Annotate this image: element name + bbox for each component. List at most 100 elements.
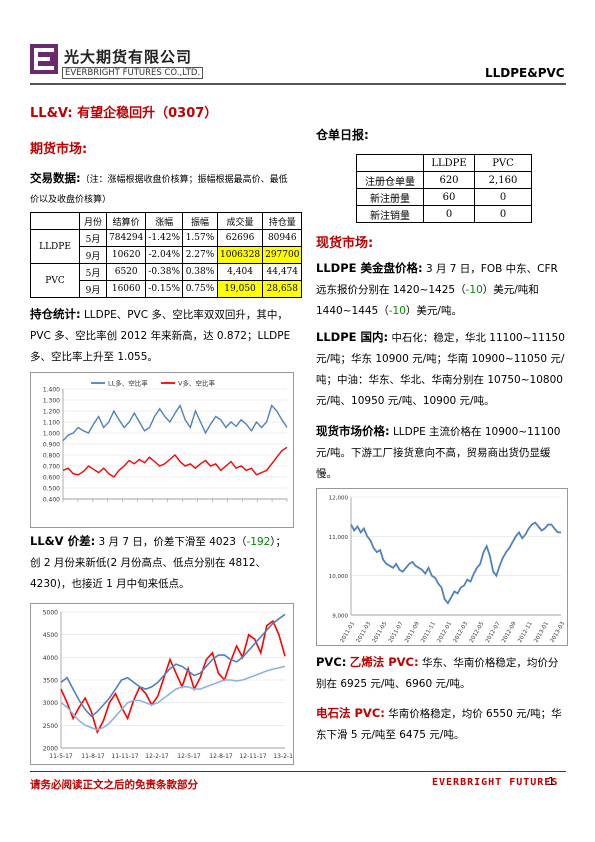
- y-tick-label: 1.200: [43, 409, 60, 416]
- table-row: LLDPE 5月 784294 -1.42% 1.57% 62696 80946: [30, 229, 303, 264]
- spread-text-a: 3 月 7 日，价差下滑至 4023（: [98, 536, 247, 548]
- warehouse-heading: 仓单日报:: [316, 128, 369, 142]
- spot-p1-label: LLDPE 美金盘价格:: [316, 261, 423, 275]
- x-tick-label: 2011-07: [388, 621, 405, 644]
- y-tick-label: 0.500: [43, 486, 60, 493]
- series-line: [60, 665, 286, 731]
- spot-p3-label: 现货市场价格:: [316, 424, 390, 438]
- y-tick-label: 0.800: [43, 453, 60, 460]
- footer-brand: EVERBRIGHT FUTURES: [432, 777, 559, 788]
- y-tick-label: 4000: [43, 655, 58, 662]
- y-tick-label: 0.700: [43, 464, 60, 471]
- spot-p4-label: PVC:: [316, 655, 347, 669]
- x-tick-label: 11-5-17: [49, 753, 73, 760]
- y-tick-label: 2000: [43, 746, 58, 753]
- y-tick-label: 1.300: [43, 398, 60, 405]
- x-tick-label: 12-2-17: [145, 753, 169, 760]
- series-line: [60, 613, 286, 718]
- table-cell: 注册仓单量: [356, 171, 424, 189]
- table-cell: 新注册量: [356, 188, 424, 206]
- spot-p2-text: 中石化：稳定，华北 11100~11150 元/吨；华东 10900 元/吨；华…: [316, 332, 565, 407]
- table-cell: 0: [474, 188, 532, 206]
- x-tick-label: 2012-01: [436, 621, 453, 644]
- spot-p5-label: 电石法 PVC:: [316, 706, 385, 720]
- footer-rule: [30, 771, 566, 772]
- series-line: [350, 521, 561, 605]
- spread-text-b: ）；创 2 月份来新低(2 月份高点、低点分别在 4812、4230)，也接近 …: [30, 536, 287, 590]
- x-tick-label: 2012-07: [485, 621, 502, 644]
- table-header-row: 月份 结算价 涨幅 振幅 成交量 持仓量: [30, 212, 303, 230]
- x-tick-label: 2011-01: [340, 621, 357, 644]
- spread-chart: 5000 4500 4000 3500 3000 2500 2000 11-5-17 11-8-…: [30, 603, 297, 765]
- table-cell: 0: [474, 205, 532, 223]
- x-tick-label: 12-8-17: [209, 753, 233, 760]
- spot-p5-text: 华南价格稳定，均价 6550 元/吨；华东下滑 5 元/吨至 6475 元/吨。: [316, 708, 562, 741]
- series-line: [62, 403, 288, 442]
- legend-label: V多、空比率: [178, 379, 215, 388]
- y-tick-label: 9,000: [332, 614, 348, 620]
- table-header-cell: LLDPE: [423, 154, 475, 172]
- table-cell-highlight: 28,658: [262, 280, 303, 298]
- table-row: 9月 10620 -2.04% 2.27% 1006328 297700: [31, 246, 303, 264]
- table-cell: 2.27%: [182, 246, 218, 264]
- trade-data-table: 月份 结算价 涨幅 振幅 成交量 持仓量 LLDPE 5月 784294 -1.…: [30, 212, 303, 298]
- table-cell: 620: [423, 171, 475, 189]
- table-cell: -2.04%: [145, 246, 183, 264]
- table-header-cell: [30, 212, 80, 230]
- company-name-cn: 光大期货有限公司: [64, 48, 193, 66]
- ratio-chart-svg: 1.400 1.300 1.200 1.100 1.000 0.900 0.800 0.700…: [43, 379, 288, 504]
- table-cell: 44,474: [262, 263, 303, 281]
- footer-disclaimer: 请务必阅读正文之后的免责条款部分: [30, 779, 198, 791]
- table-cell: 62696: [216, 229, 264, 247]
- holding-para: 持仓统计: LLDPE、PVC 多、空比率双双回升，其中，PVC 多、空比率创 …: [30, 304, 292, 368]
- table-cell: 9月: [79, 246, 107, 264]
- x-tick-label: 2013-01: [533, 621, 550, 644]
- y-tick-label: 0.600: [43, 475, 60, 482]
- spot-para-4: PVC: 乙烯法 PVC: 华东、华南价格稳定，均价分别在 6925 元/吨、6…: [316, 652, 568, 695]
- spot-para-3: 现货市场价格: LLDPE 主流价格在 10900~11100 元/吨。下游工厂…: [316, 421, 568, 485]
- table-cell: 0.38%: [182, 263, 218, 281]
- warehouse-table: LLDPE PVC 注册仓单量 620 2,160 新注册量 60 0 新注销量…: [356, 154, 532, 223]
- table-cell: -0.38%: [145, 263, 183, 281]
- table-row: 注册仓单量 620 2,160: [356, 171, 532, 189]
- y-tick-label: 3500: [43, 678, 58, 685]
- spot-p1-change-2: -10: [388, 305, 406, 317]
- spot-p1-change-1: -10: [465, 284, 483, 296]
- company-name-en: EVERBRIGHT FUTURES CO.,LTD.: [62, 67, 204, 79]
- report-title: LL&V: 有望企稳回升（0307）: [30, 106, 218, 121]
- y-tick-label: 3000: [43, 700, 58, 707]
- trade-data-label: 交易数据:: [30, 171, 81, 185]
- table-header-cell: 涨幅: [145, 212, 183, 230]
- document-tag: LLDPE&PVC: [485, 66, 565, 80]
- table-cell: 2,160: [474, 171, 532, 189]
- table-cell: 784294: [105, 229, 147, 247]
- y-tick-label: 10,000: [329, 574, 349, 580]
- table-row: 9月 16060 -0.15% 0.75% 19,050 28,658: [31, 280, 303, 298]
- table-header-cell: 月份: [79, 212, 107, 230]
- table-row: PVC 5月 6520 -0.38% 0.38% 4,404 44,474: [30, 263, 303, 298]
- table-cell: 6520: [105, 263, 147, 281]
- table-cell: 60: [423, 188, 475, 206]
- x-tick-label: 12-11-17: [239, 753, 266, 760]
- x-tick-label: 2012-09: [501, 621, 518, 644]
- table-cell: 1.57%: [182, 229, 218, 247]
- table-header-row: LLDPE PVC: [356, 154, 532, 172]
- spot-para-1: LLDPE 美金盘价格: 3 月 7 日，FOB 中东、CFR 远东报价分别在 …: [316, 258, 568, 322]
- table-cell: 4,404: [216, 263, 264, 281]
- spread-change: -192: [246, 536, 271, 548]
- warehouse-table-wrap: LLDPE PVC 注册仓单量 620 2,160 新注册量 60 0 新注销量…: [356, 154, 532, 223]
- table-header-cell: 振幅: [182, 212, 218, 230]
- x-tick-label: 2011-09: [404, 621, 421, 644]
- lldpe-price-chart: 12,000 11,000 10,000 9,000 2011-01 2011-03 201…: [316, 488, 568, 646]
- table-header-cell: 成交量: [216, 212, 264, 230]
- series-line: [62, 446, 288, 478]
- legend-label: LL多、空比率: [108, 379, 148, 388]
- y-tick-label: 0.900: [43, 442, 60, 449]
- x-tick-label: 2012-05: [469, 621, 486, 644]
- x-tick-label: 11-11-17: [111, 753, 138, 760]
- spot-para-5: 电石法 PVC: 华南价格稳定，均价 6550 元/吨；华东下滑 5 元/吨至 …: [316, 703, 568, 746]
- x-tick-label: 2012-03: [453, 621, 470, 644]
- table-header-cell: 持仓量: [262, 212, 303, 230]
- spot-p1-b: ）美元/吨和 1440~1445（: [316, 284, 539, 317]
